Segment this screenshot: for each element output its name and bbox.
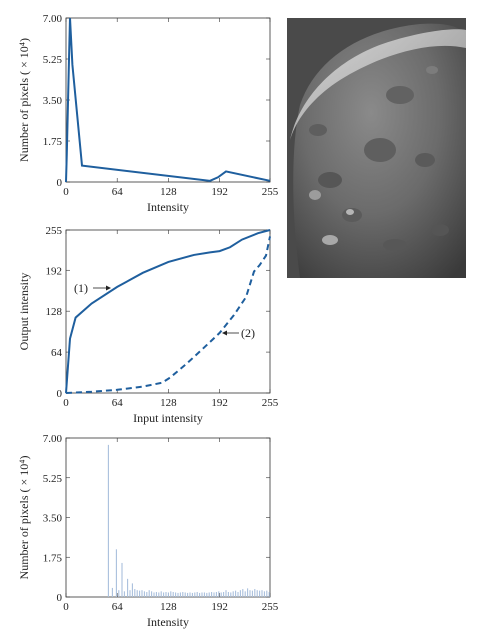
x-tick-label: 0 <box>63 397 69 409</box>
x-tick-label: 128 <box>160 397 177 409</box>
x-axis-label: Input intensity <box>133 411 203 425</box>
y-tick-label: 0 <box>57 388 63 400</box>
crater <box>318 172 342 188</box>
y-tick-label: 1.75 <box>43 136 63 148</box>
y-tick-label: 0 <box>57 177 63 189</box>
annotation-label: (1) <box>74 281 88 295</box>
y-tick-label: 128 <box>46 306 63 318</box>
crater <box>383 239 407 251</box>
x-tick-label: 192 <box>211 186 228 198</box>
crater <box>322 235 338 245</box>
x-tick-label: 128 <box>160 601 177 613</box>
annotation-label: (2) <box>241 326 255 340</box>
x-tick-label: 255 <box>262 186 279 198</box>
annotation-arrowhead <box>222 330 227 336</box>
x-axis-label: Intensity <box>147 200 189 214</box>
y-tick-label: 255 <box>46 225 63 237</box>
series-line-1 <box>65 17 271 183</box>
x-tick-label: 192 <box>211 601 228 613</box>
moon-lit-rim <box>290 29 466 140</box>
x-tick-label: 0 <box>63 601 69 613</box>
annotation-arrowhead <box>106 285 111 291</box>
x-tick-label: 255 <box>262 601 279 613</box>
crater <box>346 209 354 215</box>
crater <box>431 224 449 236</box>
x-tick-label: 0 <box>63 186 69 198</box>
crater <box>415 153 435 167</box>
x-tick-label: 64 <box>112 601 124 613</box>
y-tick-label: 64 <box>51 347 63 359</box>
equalized-histogram-chart: 0 64 128 192 255 0 1.75 3.50 5.25 7.00 Intensity Nu… <box>17 433 279 629</box>
crater <box>386 86 414 104</box>
transformation-curves-chart: 0 64 128 192 255 0 64 128 192 255 Input intensity O… <box>17 225 279 425</box>
x-tick-label: 128 <box>160 186 177 198</box>
y-axis-label: Number of pixels ( × 10⁴) <box>17 38 31 162</box>
y-tick-label: 5.25 <box>43 473 63 485</box>
series-line-1 <box>65 229 271 394</box>
x-tick-label: 255 <box>262 397 279 409</box>
x-tick-label: 192 <box>211 397 228 409</box>
moon-surface-photo <box>287 18 466 278</box>
series-line-2 <box>65 236 271 394</box>
crater <box>364 138 396 162</box>
y-axis-label: Output intensity <box>17 273 31 351</box>
plot-frame <box>65 437 271 598</box>
y-tick-label: 7.00 <box>43 433 63 445</box>
plot-frame <box>65 17 271 183</box>
plot-frame <box>65 229 271 394</box>
y-tick-label: 3.50 <box>43 95 63 107</box>
x-tick-label: 64 <box>112 397 124 409</box>
y-axis-label: Number of pixels ( × 10⁴) <box>17 456 31 580</box>
intensity-histogram-chart: 0 64 128 192 255 0 1.75 3.50 5.25 7.00 Intensity Nu… <box>17 13 279 214</box>
y-tick-label: 0 <box>57 592 63 604</box>
crater <box>426 66 438 74</box>
x-axis-label: Intensity <box>147 615 189 629</box>
y-tick-label: 3.50 <box>43 513 63 525</box>
y-tick-label: 5.25 <box>43 54 63 66</box>
y-tick-label: 7.00 <box>43 13 63 25</box>
y-tick-label: 1.75 <box>43 552 63 564</box>
crater <box>309 190 321 200</box>
y-tick-label: 192 <box>46 265 63 277</box>
crater <box>309 124 327 136</box>
x-tick-label: 64 <box>112 186 124 198</box>
